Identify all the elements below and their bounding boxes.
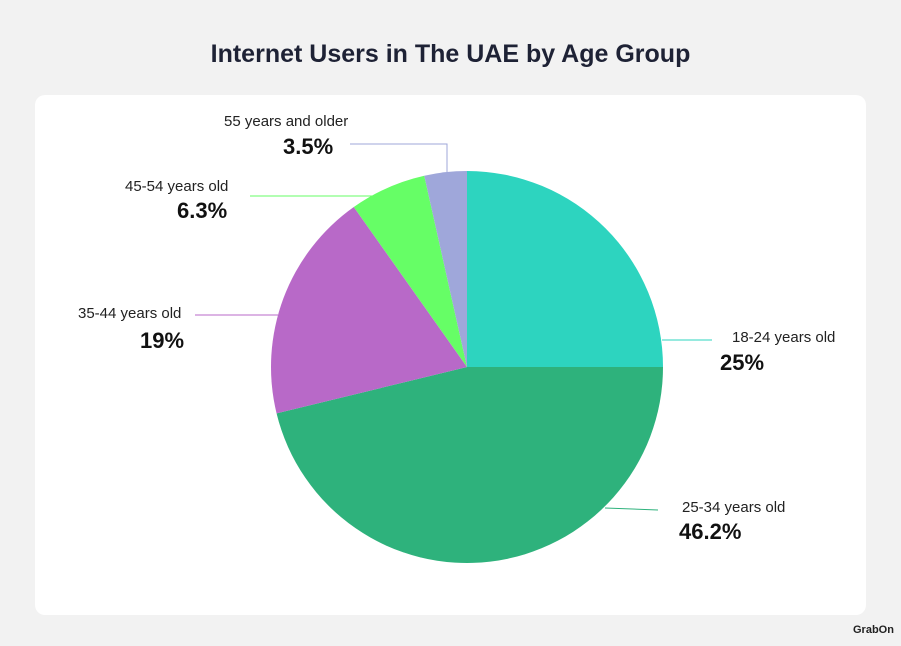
pie-slice-25-34-years-old xyxy=(276,367,663,563)
pie-slice-18-24-years-old xyxy=(467,171,663,367)
leader-line-55plus xyxy=(350,143,448,172)
pie-slice-45-54-years-old xyxy=(353,175,467,367)
value-55plus: 3.5% xyxy=(283,134,334,159)
label-25-34: 25-34 years old xyxy=(682,499,786,516)
label-55plus: 55 years and older xyxy=(224,113,349,130)
value-35-44: 19% xyxy=(140,328,185,353)
pie-slice-55-years-and-older xyxy=(424,171,467,367)
label-18-24: 18-24 years old xyxy=(732,329,836,346)
grabon-logo: GrabOn xyxy=(853,624,894,636)
value-25-34: 46.2% xyxy=(679,519,742,544)
label-35-44: 35-44 years old xyxy=(78,305,182,322)
chart-title: Internet Users in The UAE by Age Group xyxy=(210,40,691,68)
label-45-54: 45-54 years old xyxy=(125,178,229,195)
leader-line-25-34 xyxy=(604,507,659,511)
value-18-24: 25% xyxy=(720,350,765,375)
pie-slice-35-44-years-old xyxy=(271,206,467,414)
value-45-54: 6.3% xyxy=(177,198,228,223)
